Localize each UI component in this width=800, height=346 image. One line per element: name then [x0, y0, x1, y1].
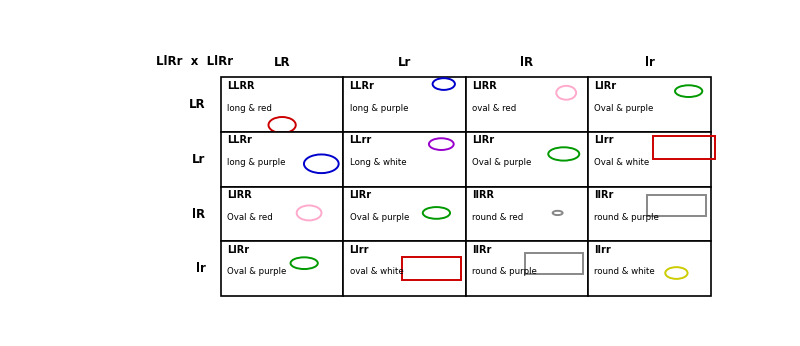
Bar [466, 187, 588, 242]
Bar [588, 187, 710, 242]
Text: Long & white: Long & white [350, 158, 406, 167]
Text: long & purple: long & purple [227, 158, 286, 167]
Text: LIRr: LIRr [227, 245, 250, 255]
Bar [221, 187, 343, 242]
Text: LIrr: LIrr [350, 245, 369, 255]
Text: round & purple: round & purple [594, 213, 659, 222]
Bar [653, 136, 714, 159]
Bar [588, 132, 710, 187]
Text: LLRR: LLRR [227, 81, 254, 91]
Text: Oval & purple: Oval & purple [350, 213, 409, 222]
Text: oval & red: oval & red [472, 103, 516, 112]
Text: lr: lr [195, 262, 206, 275]
Text: round & red: round & red [472, 213, 523, 222]
Text: IIrr: IIrr [594, 245, 611, 255]
Text: LIrr: LIrr [594, 135, 614, 145]
Text: LLRr: LLRr [350, 81, 374, 91]
Text: LLRr: LLRr [227, 135, 252, 145]
Text: lr: lr [645, 56, 654, 70]
Bar [221, 78, 343, 132]
Text: Oval & purple: Oval & purple [472, 158, 531, 167]
Text: Oval & red: Oval & red [227, 213, 273, 222]
Text: LR: LR [274, 56, 290, 70]
Bar [466, 78, 588, 132]
Text: Lr: Lr [192, 153, 206, 166]
Text: LR: LR [189, 98, 206, 111]
Text: Oval & purple: Oval & purple [227, 267, 286, 276]
Text: Oval & white: Oval & white [594, 158, 650, 167]
Bar [343, 242, 466, 296]
Bar [221, 242, 343, 296]
Bar [343, 187, 466, 242]
Text: LIRr: LIRr [594, 81, 617, 91]
Text: oval & white: oval & white [350, 267, 403, 276]
Bar [466, 242, 588, 296]
Text: long & red: long & red [227, 103, 272, 112]
Bar [588, 242, 710, 296]
Text: lR: lR [521, 56, 534, 70]
Text: long & purple: long & purple [350, 103, 408, 112]
Bar [647, 195, 706, 217]
Text: Lr: Lr [398, 56, 411, 70]
Text: lR: lR [192, 208, 206, 220]
Bar [221, 132, 343, 187]
Text: LlRr  x  LlRr: LlRr x LlRr [156, 55, 233, 68]
Text: LIRR: LIRR [227, 190, 252, 200]
Bar [402, 257, 461, 280]
Text: IIRr: IIRr [472, 245, 491, 255]
Text: IIRr: IIRr [594, 190, 614, 200]
Text: LIRR: LIRR [472, 81, 497, 91]
Bar [343, 132, 466, 187]
Text: Oval & purple: Oval & purple [594, 103, 654, 112]
Text: round & purple: round & purple [472, 267, 537, 276]
Bar [525, 253, 583, 274]
Bar [588, 78, 710, 132]
Bar [466, 132, 588, 187]
Text: LIRr: LIRr [472, 135, 494, 145]
Bar [343, 78, 466, 132]
Text: LIRr: LIRr [350, 190, 372, 200]
Text: LLrr: LLrr [350, 135, 372, 145]
Text: round & white: round & white [594, 267, 655, 276]
Text: IIRR: IIRR [472, 190, 494, 200]
